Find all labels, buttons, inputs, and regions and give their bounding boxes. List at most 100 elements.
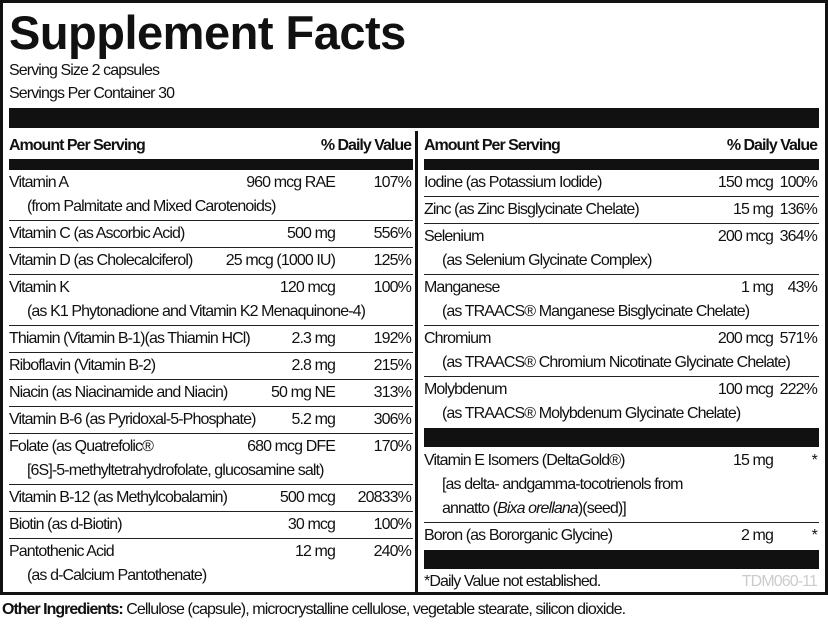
nutrient-name: Zinc (as Zinc Bisglycinate Chelate) (424, 201, 640, 218)
other-ingredients: Other Ingredients: Cellulose (capsule), … (2, 598, 626, 622)
product-code: TDM060-11 (741, 573, 818, 590)
nutrient-source: (as K1 Phytonadione and Vitamin K2 Menaq… (27, 303, 366, 320)
right-column: Amount Per Serving % Daily Value Iodine … (424, 131, 819, 594)
nutrient-name: Vitamin B-12 (as Methylcobalamin) (9, 489, 228, 506)
amount-header: Amount Per Serving (424, 137, 561, 154)
nutrient-source: (as Selenium Glycinate Complex) (442, 252, 652, 269)
nutrient-daily-value: 556% (373, 225, 412, 242)
footnote-row: *Daily Value not established. TDM060-11 (424, 570, 819, 594)
nutrient-name: Niacin (as Niacinamide and Niacin) (9, 384, 228, 401)
nutrient-row: Thiamin (Vitamin B-1)(as Thiamin HCl) 2.3… (9, 326, 413, 353)
nutrient-row: Vitamin E Isomers (DeltaGold®) [as delta-… (424, 448, 819, 523)
nutrient-row: Vitamin D (as Cholecalciferol) 25 mcg (10… (9, 248, 413, 275)
nutrient-row: Vitamin K (as K1 Phytonadione and Vitamin… (9, 275, 413, 326)
nutrient-row: Vitamin C (as Ascorbic Acid) 500 mg 556% (9, 221, 413, 248)
nutrient-row: Manganese (as TRAACS® Manganese Bisglycin… (424, 275, 819, 326)
nutrient-daily-value: 107% (373, 174, 412, 191)
nutrient-amount: 15 mg (733, 201, 774, 218)
nutrient-name: Vitamin A (9, 174, 69, 191)
nutrient-amount: 120 mcg (279, 279, 336, 296)
nutrient-daily-value: 313% (373, 384, 412, 401)
source-botanical-name: Bixa orellana (497, 500, 579, 517)
nutrient-name: Folate (as Quatrefolic® (9, 438, 154, 455)
nutrient-row: Boron (as Bororganic Glycine) 2 mg * (424, 523, 819, 549)
nutrient-daily-value: 100% (373, 279, 412, 296)
nutrient-amount: 2.3 mg (291, 330, 335, 347)
nutrient-row: Riboflavin (Vitamin B-2) 2.8 mg 215% (9, 353, 413, 380)
nutrient-daily-value: 136% (779, 201, 818, 218)
nutrient-amount: 5.2 mg (291, 411, 335, 428)
top-bar (9, 108, 819, 128)
servings-per-container: Servings Per Container 30 (9, 85, 175, 102)
amount-header: Amount Per Serving (9, 137, 146, 154)
nutrient-name: Molybdenum (424, 381, 508, 398)
nutrient-name: Vitamin C (as Ascorbic Acid) (9, 225, 185, 242)
nutrient-source: (as d-Calcium Pantothenate) (27, 567, 207, 584)
source-text: )(seed)] (577, 500, 627, 517)
other-ingredients-label: Other Ingredients: (2, 601, 124, 618)
nutrient-daily-value: 100% (779, 174, 818, 191)
thick-rule (424, 159, 819, 170)
nutrient-daily-value: * (811, 527, 818, 544)
nutrient-daily-value: 571% (779, 330, 818, 347)
nutrient-source-line: annatto (Bixa orellana)(seed)] (424, 497, 819, 521)
nutrient-amount: 500 mcg (279, 489, 336, 506)
nutrient-source: [as delta- andgamma-tocotrienols from (442, 476, 684, 493)
nutrient-name: Vitamin K (9, 279, 70, 296)
nutrient-daily-value: 43% (787, 279, 818, 296)
serving-size: Serving Size 2 capsules (9, 62, 160, 79)
nutrient-name: Boron (as Bororganic Glycine) (424, 527, 613, 544)
nutrient-amount: 680 mcg DFE (247, 438, 336, 455)
nutrient-amount: 500 mg (287, 225, 336, 242)
nutrient-row: Folate (as Quatrefolic® [6S]-5-methyltetr… (9, 434, 413, 485)
nutrient-name: Riboflavin (Vitamin B-2) (9, 357, 156, 374)
nutrient-daily-value: 222% (779, 381, 818, 398)
nutrient-name: Manganese (424, 279, 500, 296)
nutrient-amount: 1 mg (741, 279, 774, 296)
nutrient-row: Biotin (as d-Biotin) 30 mcg 100% (9, 512, 413, 539)
column-divider (415, 131, 418, 592)
nutrient-name: Thiamin (Vitamin B-1)(as Thiamin HCl) (9, 330, 251, 347)
nutrient-amount: 15 mg (733, 452, 774, 469)
nutrient-amount: 50 mg NE (271, 384, 336, 401)
nutrient-amount: 200 mcg (717, 330, 774, 347)
nutrient-name: Vitamin B-6 (as Pyridoxal-5-Phosphate) (9, 411, 256, 428)
left-column: Amount Per Serving % Daily Value Vitamin… (9, 131, 413, 589)
nutrient-row: Vitamin B-6 (as Pyridoxal-5-Phosphate) 5.… (9, 407, 413, 434)
thick-rule (9, 159, 413, 170)
right-header: Amount Per Serving % Daily Value (424, 131, 819, 159)
nutrient-row: Niacin (as Niacinamide and Niacin) 50 mg … (9, 380, 413, 407)
nutrient-row: Vitamin B-12 (as Methylcobalamin) 500 mcg… (9, 485, 413, 512)
nutrient-name: Selenium (424, 228, 484, 245)
nutrient-row: Chromium (as TRAACS® Chromium Nicotinate … (424, 326, 819, 377)
nutrient-row: Zinc (as Zinc Bisglycinate Chelate) 15 mg… (424, 197, 819, 224)
nutrient-amount: 2 mg (741, 527, 774, 544)
nutrient-amount: 12 mg (295, 543, 336, 560)
footnote: *Daily Value not established. (424, 573, 601, 590)
left-header: Amount Per Serving % Daily Value (9, 131, 413, 159)
nutrient-amount: 150 mcg (717, 174, 774, 191)
other-ingredients-text: Cellulose (capsule), microcrystalline ce… (122, 601, 626, 618)
nutrient-source: (as TRAACS® Chromium Nicotinate Glycinat… (442, 354, 791, 371)
nutrient-daily-value: 306% (373, 411, 412, 428)
dv-header: % Daily Value (726, 137, 818, 154)
nutrient-amount: 30 mcg (287, 516, 336, 533)
nutrient-name: Pantothenic Acid (9, 543, 115, 560)
nutrient-daily-value: * (811, 452, 818, 469)
section-bar (424, 550, 819, 569)
dv-header: % Daily Value (320, 137, 412, 154)
nutrient-name: Vitamin E Isomers (DeltaGold®) (424, 452, 625, 469)
nutrient-daily-value: 364% (779, 228, 818, 245)
nutrient-amount: 25 mcg (1000 IU) (225, 252, 336, 269)
nutrient-source: (as TRAACS® Molybdenum Glycinate Chelate… (442, 405, 741, 422)
nutrient-source: (as TRAACS® Manganese Bisglycinate Chela… (442, 303, 750, 320)
nutrient-daily-value: 100% (373, 516, 412, 533)
section-bar (424, 428, 819, 447)
nutrient-source: [6S]-5-methyltetrahydrofolate, glucosami… (27, 462, 324, 479)
title: Supplement Facts (9, 6, 406, 59)
nutrient-row: Pantothenic Acid (as d-Calcium Pantothena… (9, 539, 413, 589)
nutrient-daily-value: 170% (373, 438, 412, 455)
nutrient-row: Selenium (as Selenium Glycinate Complex) 2… (424, 224, 819, 275)
nutrient-row: Iodine (as Potassium Iodide) 150 mcg 100% (424, 170, 819, 197)
nutrient-daily-value: 240% (373, 543, 412, 560)
